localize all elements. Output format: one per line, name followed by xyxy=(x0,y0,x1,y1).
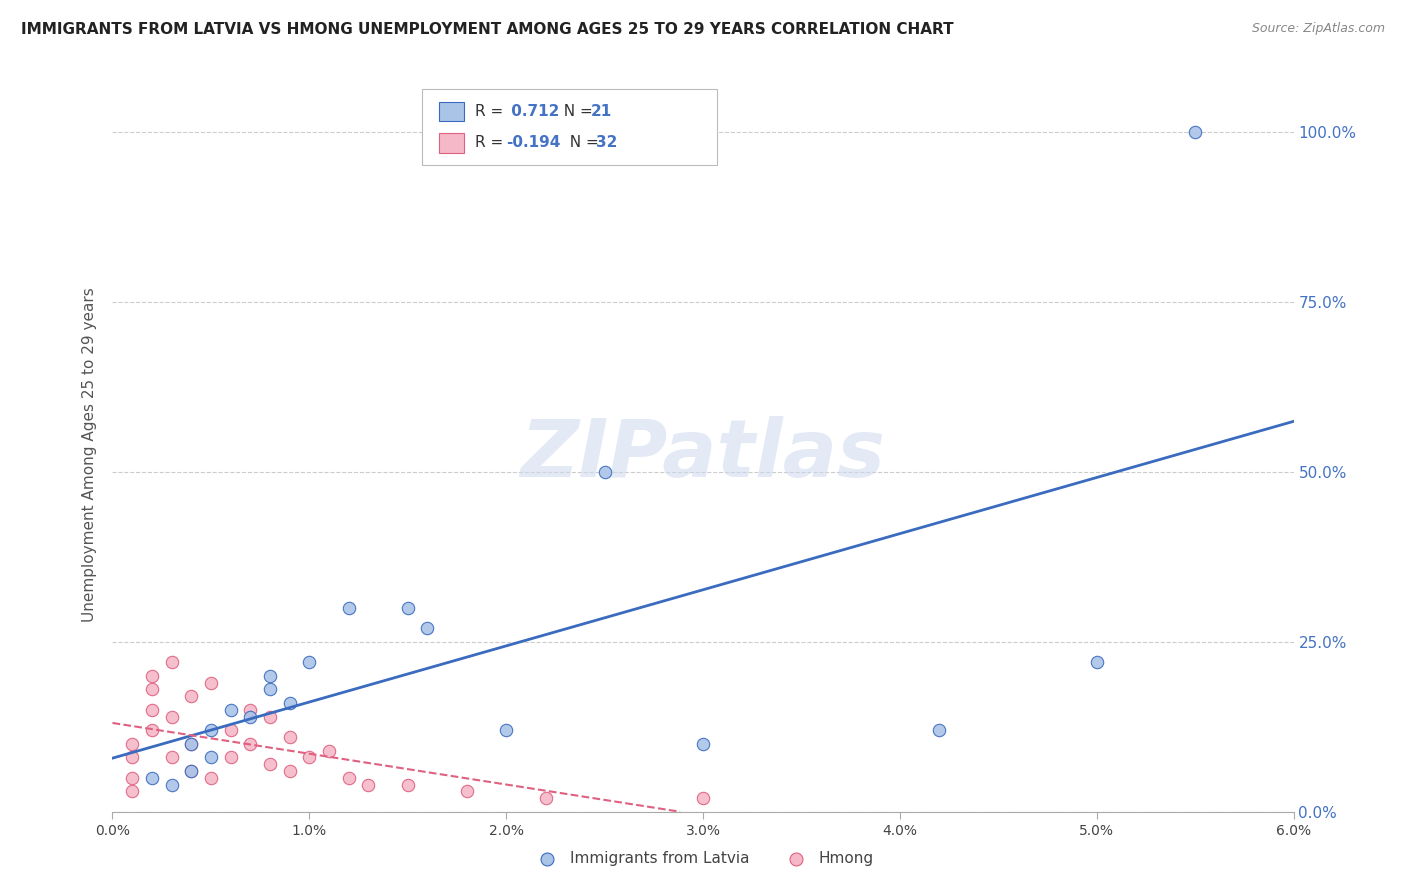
Y-axis label: Unemployment Among Ages 25 to 29 years: Unemployment Among Ages 25 to 29 years xyxy=(82,287,97,623)
Point xyxy=(180,764,202,778)
Point xyxy=(298,655,321,669)
Point xyxy=(219,723,242,738)
Point xyxy=(219,750,242,764)
Point xyxy=(259,669,281,683)
Point xyxy=(692,791,714,805)
Point xyxy=(180,737,202,751)
Point xyxy=(396,600,419,615)
Point xyxy=(278,730,301,744)
Text: R =: R = xyxy=(475,104,509,119)
Point xyxy=(239,703,262,717)
Point xyxy=(121,784,143,798)
Point xyxy=(534,791,557,805)
Text: IMMIGRANTS FROM LATVIA VS HMONG UNEMPLOYMENT AMONG AGES 25 TO 29 YEARS CORRELATI: IMMIGRANTS FROM LATVIA VS HMONG UNEMPLOY… xyxy=(21,22,953,37)
Text: N =: N = xyxy=(554,104,598,119)
Point xyxy=(928,723,950,738)
Text: ZIPatlas: ZIPatlas xyxy=(520,416,886,494)
Text: N =: N = xyxy=(560,136,603,150)
Point xyxy=(337,600,360,615)
Point xyxy=(121,737,143,751)
Point xyxy=(416,621,439,635)
Point xyxy=(200,675,222,690)
Point xyxy=(593,465,616,479)
Text: -0.194: -0.194 xyxy=(506,136,561,150)
Point xyxy=(180,764,202,778)
Point xyxy=(180,689,202,703)
Point xyxy=(259,682,281,697)
Point xyxy=(456,784,478,798)
Text: 0.712: 0.712 xyxy=(506,104,560,119)
Text: 21: 21 xyxy=(591,104,612,119)
Point xyxy=(141,771,163,785)
Point xyxy=(141,723,163,738)
Text: Source: ZipAtlas.com: Source: ZipAtlas.com xyxy=(1251,22,1385,36)
Point xyxy=(495,723,517,738)
Point xyxy=(200,771,222,785)
Point xyxy=(200,723,222,738)
Point xyxy=(160,655,183,669)
Point xyxy=(141,669,163,683)
Point xyxy=(337,771,360,785)
Point xyxy=(200,750,222,764)
Point xyxy=(1184,125,1206,139)
Point xyxy=(239,709,262,723)
Point xyxy=(1085,655,1108,669)
Point xyxy=(141,703,163,717)
Point xyxy=(692,737,714,751)
Text: 32: 32 xyxy=(596,136,617,150)
Point xyxy=(396,778,419,792)
Point xyxy=(278,696,301,710)
Point xyxy=(259,709,281,723)
Point xyxy=(259,757,281,772)
Point xyxy=(357,778,380,792)
Point xyxy=(160,709,183,723)
Point xyxy=(239,737,262,751)
Point xyxy=(121,750,143,764)
Point xyxy=(219,703,242,717)
Point xyxy=(160,778,183,792)
Point xyxy=(318,743,340,757)
Point xyxy=(278,764,301,778)
Point xyxy=(141,682,163,697)
Legend: Immigrants from Latvia, Hmong: Immigrants from Latvia, Hmong xyxy=(526,845,880,871)
Point xyxy=(160,750,183,764)
Point xyxy=(121,771,143,785)
Point xyxy=(298,750,321,764)
Point xyxy=(180,737,202,751)
Text: R =: R = xyxy=(475,136,509,150)
